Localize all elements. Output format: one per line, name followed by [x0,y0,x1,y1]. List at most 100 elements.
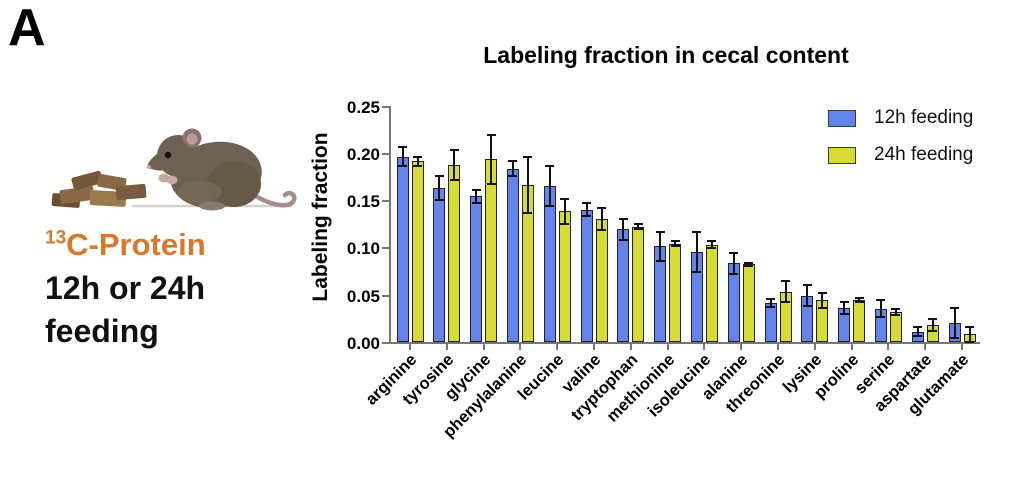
panel-label: A [8,0,46,57]
error-bar-cap-top [523,155,533,158]
error-bar-cap-top [766,298,775,301]
error-bar-cap-bottom [891,313,901,316]
error-bar-cap-top [508,160,518,163]
error-bar-cap-top [802,284,812,287]
error-bar-cap-bottom [618,238,628,241]
error-bar-cap-top [891,307,901,310]
x-tick [850,344,853,350]
error-bar-line [710,240,713,249]
error-bar-line [784,281,787,303]
mouse-tail [249,190,297,208]
y-tick-label: 0.10 [346,239,380,259]
error-bar-cap-bottom [913,335,923,338]
error-bar-cap-bottom [950,337,959,340]
bar-12h-tryptophan [617,229,630,342]
mouse-food-illustration [51,128,297,211]
y-axis-line [389,105,391,344]
bar-24h-alanine [742,264,755,342]
y-tick-label: 0.00 [346,334,380,353]
legend-label-24h: 24h feeding [874,144,974,165]
x-axis-line [389,342,980,344]
error-bar-line [732,253,735,274]
x-tick [519,344,522,350]
feeding-duration-label: 12h or 24h [45,270,206,306]
error-bar-line [585,202,588,217]
error-bar-line [526,156,529,214]
error-bar-cap-bottom [597,229,606,232]
bar-24h-valine [595,219,608,342]
error-bar-cap-bottom [729,272,739,275]
legend-swatch-12h [828,110,856,127]
x-tick [813,344,816,350]
isotope-protein-label: 13C-Protein [45,226,206,264]
error-bar-line [490,134,493,184]
error-bar-cap-bottom [766,305,775,308]
error-bar-cap-top [582,201,591,204]
mouse-icon [147,128,262,211]
error-bar-line [953,307,956,339]
x-tick [482,344,485,350]
y-tick-label: 0.15 [346,192,380,212]
error-bar-cap-top [560,198,570,201]
isotope-text: C-Protein [66,227,206,262]
error-bar-cap-top [729,252,739,255]
error-bar-cap-bottom [633,228,643,231]
error-bar-cap-bottom [434,199,444,202]
error-bar-line [821,292,824,308]
error-bar-cap-top [965,325,974,328]
error-bar-line [416,156,419,167]
error-bar-line [843,302,846,314]
error-bar-cap-top [449,148,459,151]
error-bar-cap-bottom [560,222,570,225]
x-tick [887,344,890,350]
error-bar-line [511,161,514,177]
bar-12h-leucine [543,185,556,342]
error-bar-cap-top [618,218,628,221]
error-bar-cap-top [913,325,923,328]
y-tick [382,342,389,344]
error-bar-cap-bottom [876,316,886,319]
bar-24h-leucine [558,211,571,342]
error-bar-cap-top [633,222,643,225]
bar-12h-alanine [727,263,740,342]
error-bar-cap-top [744,261,754,264]
bar-12h-glycine [470,196,483,342]
error-bar-cap-bottom [802,305,812,308]
bar-24h-proline [853,300,866,342]
error-bar-cap-top [413,155,422,158]
legend-label-12h: 12h feeding [874,107,974,128]
y-tick [382,294,389,297]
error-bar-cap-bottom [670,245,680,248]
error-bar-cap-top [781,280,790,283]
error-bar-line [622,219,625,240]
error-bar-cap-bottom [545,204,555,207]
bar-24h-methionine [669,243,682,342]
error-bar-cap-bottom [817,306,827,309]
y-tick [382,247,389,250]
error-bar-line [879,300,882,318]
error-bar-cap-top [854,297,864,300]
y-tick-label: 0.20 [346,144,380,164]
error-bar-cap-bottom [486,183,496,186]
error-bar-cap-top [707,239,717,242]
y-tick [382,200,389,203]
x-tick [593,344,595,350]
bar-24h-glycine [485,159,498,342]
bar-24h-arginine [411,161,424,342]
x-tick [409,344,411,350]
error-bar-cap-top [545,165,555,168]
error-bar-cap-top [950,306,959,309]
error-bar-cap-top [471,188,481,191]
error-bar-line [747,262,750,267]
error-bar-line [637,223,640,230]
error-bar-line [916,326,919,337]
error-bar-line [674,240,677,247]
error-bar-line [401,147,404,167]
error-bar-line [894,308,897,315]
error-bar-cap-bottom [582,215,591,218]
bar-12h-arginine [396,156,409,342]
error-bar-line [968,326,971,342]
bar-24h-tryptophan [632,226,645,342]
bar-24h-serine [889,311,902,342]
